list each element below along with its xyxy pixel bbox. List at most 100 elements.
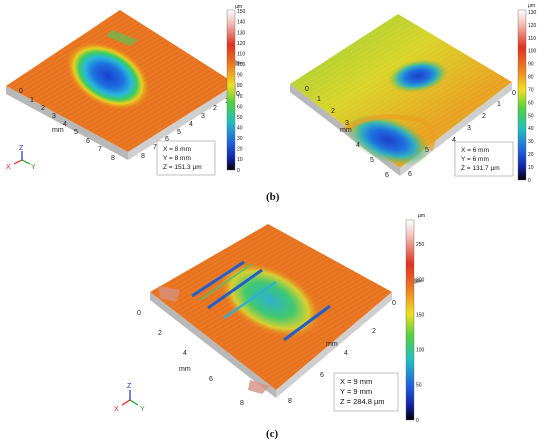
colorbar-tick: 130 — [237, 30, 246, 36]
colorbar-tick: 20 — [237, 147, 243, 153]
axis-unit-b-y: mm — [340, 127, 352, 134]
tick-b-y0: 0 — [305, 86, 309, 93]
tick-b-y5: 5 — [370, 157, 374, 164]
triad-a-x: X — [6, 164, 11, 171]
tick-b-y1: 1 — [317, 96, 321, 103]
colorbar-tick: 150 — [237, 9, 246, 15]
colorbar-tick: 110 — [528, 36, 536, 42]
colorbar-tick: 0 — [237, 168, 240, 174]
colorbar-tick: 50 — [237, 115, 243, 121]
colorbar-tick: 40 — [528, 126, 534, 132]
x-axis-ticks-c: 0 2 4 6 8 mm — [288, 300, 396, 405]
tick-a-x8: 8 — [141, 153, 145, 160]
colorbar-tick: 100 — [528, 49, 537, 55]
colorbar-tick: 0 — [528, 178, 531, 184]
tick-b-y6: 6 — [385, 172, 389, 179]
tick-c-y3: 6 — [209, 376, 213, 383]
tick-a-y2: 2 — [41, 105, 45, 112]
x-axis-ticks-b: 0 1 2 3 4 5 6 — [408, 90, 516, 178]
colorbar-a-scale — [226, 9, 236, 171]
colorbar-tick: 100 — [237, 62, 246, 68]
colorbar-tick: 20 — [528, 152, 534, 158]
wear-pit-c — [218, 261, 322, 339]
y-axis-ticks-b: 0 1 2 3 mm 4 5 6 — [305, 86, 389, 179]
surface-plot-a — [6, 10, 236, 160]
info-b-x: X = 6 mm — [461, 147, 489, 154]
info-box-c: X = 9 mm Y = 9 mm Z = 284.8 µm — [333, 372, 399, 412]
tick-a-x4: 4 — [189, 121, 193, 128]
axis-unit-c-y: mm — [179, 366, 191, 373]
tick-a-x7: 7 — [153, 144, 157, 151]
tick-b-x1: 1 — [497, 101, 501, 108]
tick-c-y2: 4 — [183, 350, 187, 357]
tick-b-x4: 4 — [452, 137, 456, 144]
tick-a-y1: 1 — [30, 97, 34, 104]
scratch-grooves-c — [191, 260, 331, 342]
wear-pit-a — [65, 41, 151, 111]
triad-c-x: X — [114, 406, 119, 413]
info-a-y: Y = 8 mm — [163, 155, 191, 162]
axis-triad-a: Z X Y — [6, 145, 36, 171]
colorbar-tick: 50 — [528, 113, 534, 119]
tick-a-y0: 0 — [19, 88, 23, 95]
colorbar-b-unit: µm — [528, 3, 535, 9]
colorbar-tick: 100 — [416, 348, 425, 354]
tick-c-x0: 0 — [392, 300, 396, 307]
wear-pit-b-2 — [345, 114, 431, 166]
tick-b-x2: 2 — [482, 113, 486, 120]
panel-label-c: (c) — [266, 428, 279, 440]
info-box-a: X = 8 mm Y = 8 mm Z = 151.3 µm — [156, 140, 216, 176]
triad-c-y: Y — [140, 406, 145, 413]
triad-a-z: Z — [19, 145, 24, 152]
triad-a-y: Y — [31, 164, 36, 171]
colorbar-tick: 40 — [237, 126, 243, 132]
tick-c-x2: 4 — [344, 350, 348, 357]
colorbar-tick: 10 — [237, 157, 243, 163]
tick-a-x5: 5 — [177, 129, 181, 136]
colorbar-tick: 50 — [416, 383, 422, 389]
colorbar-tick: 70 — [528, 87, 534, 93]
colorbar-tick: 30 — [237, 136, 243, 142]
tick-a-x6: 6 — [165, 136, 169, 143]
tick-b-y3: 3 — [345, 120, 349, 127]
info-c-z: Z = 284.8 µm — [340, 397, 385, 406]
tick-a-y4: 4 — [63, 121, 67, 128]
tick-b-x5: 5 — [425, 147, 429, 154]
info-b-z: Z = 131.7 µm — [461, 165, 500, 172]
tick-c-y0: 0 — [137, 310, 141, 317]
colorbar-tick: 90 — [237, 73, 243, 79]
info-a-z: Z = 151.3 µm — [163, 164, 202, 171]
tick-c-y4: 8 — [240, 400, 244, 407]
surface-plot-b — [290, 14, 512, 176]
wear-pit-b-1 — [388, 59, 448, 93]
colorbar-tick: 0 — [416, 418, 419, 424]
colorbar-tick: 250 — [416, 242, 425, 248]
info-c-x: X = 9 mm — [340, 377, 372, 386]
colorbar-tick: 110 — [237, 52, 245, 58]
axis-unit-c-x: mm — [326, 341, 338, 348]
surface-plot-c — [150, 224, 392, 398]
tick-c-x1: 2 — [372, 328, 376, 335]
tick-b-y4: 4 — [356, 142, 360, 149]
colorbar-tick: 90 — [528, 62, 534, 68]
colorbar-tick: 70 — [237, 94, 243, 100]
tick-a-y6: 6 — [86, 138, 90, 145]
colorbar-c-unit: µm — [418, 213, 425, 219]
colorbar-tick: 140 — [237, 20, 246, 26]
tick-b-x0: 0 — [512, 90, 516, 97]
colorbar-a-marker — [235, 60, 244, 66]
colorbar-tick: 120 — [528, 23, 537, 29]
info-box-b: X = 6 mm Y = 6 mm Z = 131.7 µm — [454, 141, 514, 177]
tick-b-x3: 3 — [467, 125, 471, 132]
axis-triad-c: Z X Y — [114, 383, 145, 413]
colorbar-c-scale — [405, 219, 415, 421]
tick-b-y2: 2 — [331, 108, 335, 115]
info-b-y: Y = 6 mm — [461, 156, 489, 163]
tick-a-x2: 2 — [213, 105, 217, 112]
colorbar-tick: 80 — [237, 83, 243, 89]
tick-b-x6: 6 — [408, 171, 412, 178]
colorbar-tick: 30 — [528, 139, 534, 145]
colorbar-tick: 10 — [528, 165, 534, 171]
info-c-y: Y = 9 mm — [340, 387, 372, 396]
